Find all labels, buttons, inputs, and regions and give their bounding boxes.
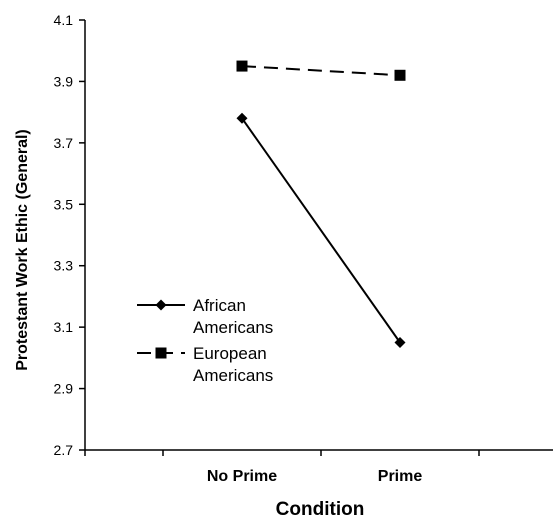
legend-label: Americans <box>193 366 273 385</box>
series-line <box>241 117 401 344</box>
data-point <box>394 337 406 348</box>
legend-item: European Americans <box>137 344 273 385</box>
y-tick-label: 3.9 <box>54 73 74 89</box>
legend-label: European <box>193 344 267 363</box>
legend: African Americans European Americans <box>137 296 273 385</box>
data-point <box>394 69 406 81</box>
series-african-americans <box>236 112 406 348</box>
x-category-label: No Prime <box>207 468 277 485</box>
series-european-americans <box>236 60 406 81</box>
series-layer <box>236 60 406 348</box>
y-tick-label: 2.9 <box>54 381 74 397</box>
legend-marker <box>155 347 167 359</box>
y-tick-label: 4.1 <box>54 12 74 28</box>
y-tick-label: 3.7 <box>54 135 74 151</box>
data-point <box>236 112 248 124</box>
y-tick-label: 2.7 <box>54 442 74 458</box>
legend-label: Americans <box>193 318 273 337</box>
x-category-label: Prime <box>378 468 423 485</box>
series-line <box>241 65 401 77</box>
x-axis-title: Condition <box>276 499 365 518</box>
x-axis: No Prime Prime <box>84 449 553 485</box>
y-tick-label: 3.5 <box>54 196 74 212</box>
y-tick-label: 3.1 <box>54 319 74 335</box>
y-axis-title: Protestant Work Ethic (General) <box>14 129 31 371</box>
y-tick-label: 3.3 <box>54 258 74 274</box>
legend-marker <box>155 299 167 311</box>
data-point <box>236 60 248 72</box>
legend-item: African Americans <box>137 296 273 337</box>
legend-label: African <box>193 296 246 315</box>
y-axis: 2.7 2.9 3.1 3.3 3.5 3.7 3.9 4.1 <box>54 12 86 458</box>
